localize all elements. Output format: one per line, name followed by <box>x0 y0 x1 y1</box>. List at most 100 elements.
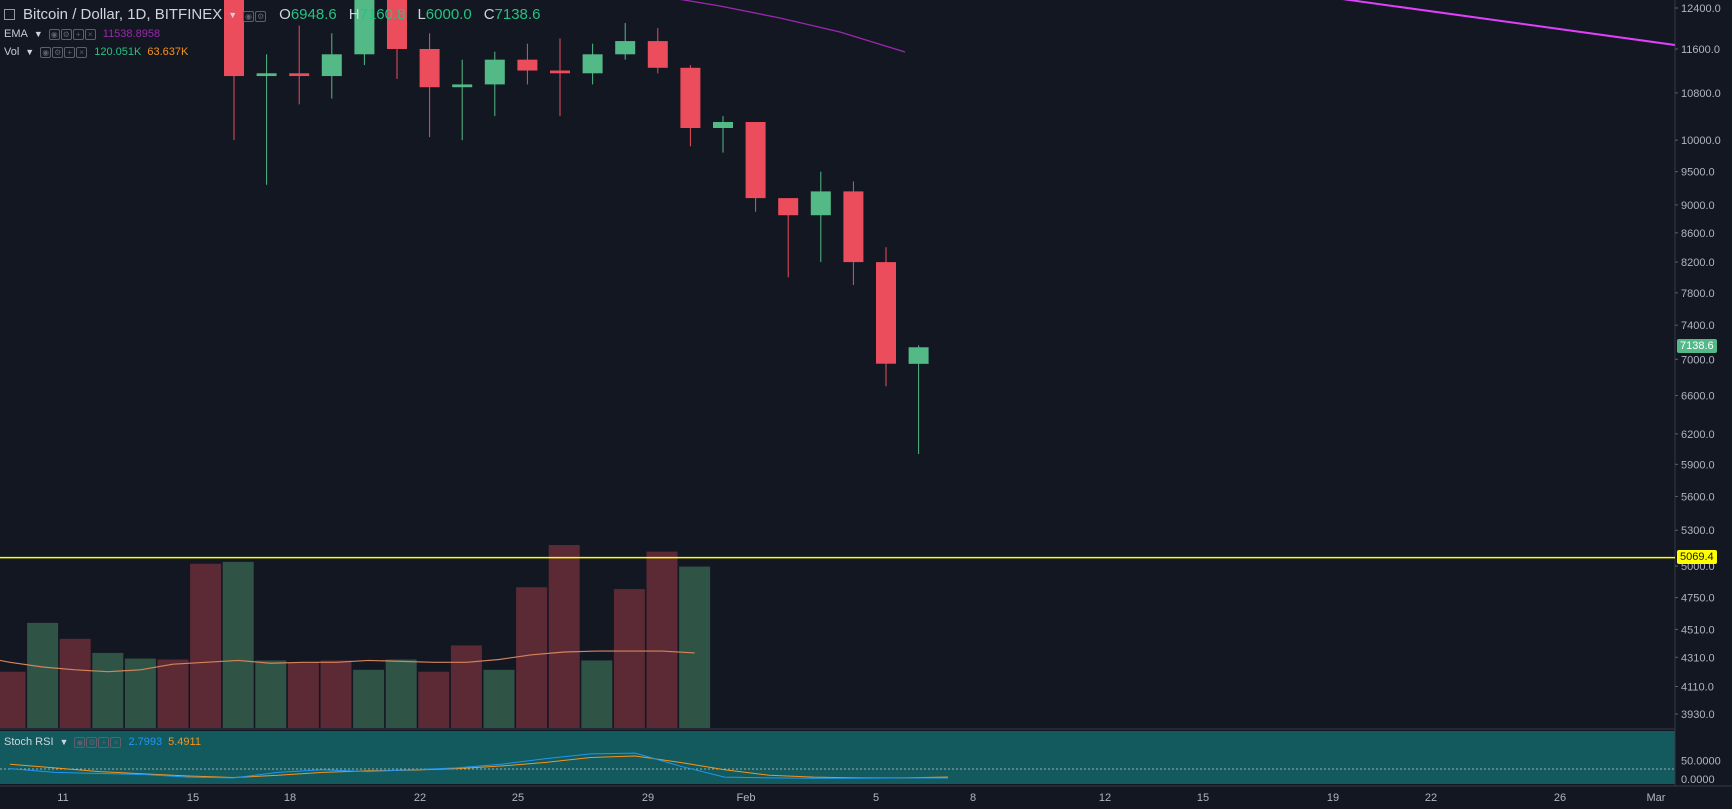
volume-ma-line <box>0 650 695 673</box>
candle-body <box>550 70 570 74</box>
price-axis-tick: 7800.0 <box>1681 288 1715 300</box>
time-axis-label: Mar <box>1647 792 1666 804</box>
stoch-add-icon[interactable]: + <box>98 737 110 748</box>
candle-body <box>680 67 701 129</box>
time-axis-label: 11 <box>57 792 68 804</box>
price-axis-tick: 3930.0 <box>1681 709 1715 721</box>
stoch-dropdown-icon[interactable]: ▼ <box>59 737 69 747</box>
stoch-settings-icon[interactable]: ⚙ <box>86 737 98 748</box>
ema-legend: EMA ▼ ◉ ⚙ + × 11538.8958 <box>4 28 160 40</box>
price-axis-tick: 5600.0 <box>1681 491 1715 503</box>
candle-body <box>224 0 244 77</box>
time-axis-label: 12 <box>1099 792 1111 804</box>
vol-legend: Vol ▼ ◉ ⚙ + × 120.051K 63.637K <box>4 46 188 58</box>
time-axis-label: 26 <box>1554 792 1566 804</box>
ema-add-icon[interactable]: + <box>72 29 84 40</box>
stoch-k-value: 2.7993 <box>128 736 163 748</box>
volume-bar <box>27 622 59 728</box>
volume-bar <box>516 587 548 728</box>
volume-bar <box>353 669 385 728</box>
candle-body <box>321 54 342 77</box>
candle-body <box>647 41 668 68</box>
time-axis-label: 15 <box>187 792 199 804</box>
ema-visibility-icon[interactable]: ◉ <box>48 29 60 40</box>
price-axis-tick: 7000.0 <box>1681 354 1715 366</box>
price-axis-tick: 9500.0 <box>1681 167 1715 179</box>
price-axis-tick: 8200.0 <box>1681 257 1715 269</box>
volume-bar <box>59 638 91 728</box>
vol-value-1: 120.051K <box>94 46 142 58</box>
candle-body <box>419 48 440 88</box>
price-axis-tick: 6200.0 <box>1681 429 1715 441</box>
volume-bar <box>255 660 287 728</box>
candle-body <box>778 198 799 216</box>
stoch-label[interactable]: Stoch RSI <box>4 736 54 748</box>
time-axis-label: 25 <box>512 792 524 804</box>
price-axis-tick: 5300.0 <box>1681 525 1715 537</box>
candle-body <box>484 59 505 85</box>
time-axis-label: 19 <box>1327 792 1339 804</box>
price-axis-tick: 10000.0 <box>1681 135 1721 147</box>
visibility-icon[interactable]: ◉ <box>243 11 255 22</box>
stoch-k-line <box>9 752 948 779</box>
candle-body <box>387 0 407 49</box>
stoch-visibility-icon[interactable]: ◉ <box>74 737 86 748</box>
price-axis-tick: 9000.0 <box>1681 200 1715 212</box>
price-axis-tick: 4750.0 <box>1681 593 1715 605</box>
stoch-axis-tick: 0.0000 <box>1681 774 1715 786</box>
vol-settings-icon[interactable]: ⚙ <box>52 47 64 58</box>
collapse-toggle-icon[interactable] <box>4 9 15 20</box>
volume-bar <box>646 551 678 728</box>
vol-add-icon[interactable]: + <box>64 47 76 58</box>
ema-value: 11538.8958 <box>102 28 161 40</box>
ema-line <box>680 0 906 53</box>
volume-bar <box>581 660 613 728</box>
price-axis-tick: 4110.0 <box>1681 681 1714 693</box>
volume-bar <box>157 659 189 728</box>
volume-bar <box>418 671 450 728</box>
candle-body <box>256 73 277 77</box>
candle-body <box>582 54 603 74</box>
price-axis-tick: 12400.0 <box>1681 3 1721 15</box>
symbol-dropdown-icon[interactable]: ▼ <box>228 9 238 20</box>
stoch-d-value: 5.4911 <box>168 736 201 748</box>
time-axis-label: 22 <box>414 792 426 804</box>
symbol-legend: Bitcoin / Dollar, 1D, BITFINEX ▼ ◉ ⚙ O694… <box>4 6 540 23</box>
stoch-close-icon[interactable]: × <box>110 737 122 748</box>
vol-label[interactable]: Vol <box>4 46 20 58</box>
volume-bar <box>679 566 711 728</box>
volume-bar <box>222 561 254 728</box>
high-key: H <box>348 6 360 23</box>
time-axis-label: 15 <box>1197 792 1209 804</box>
ema-label[interactable]: EMA <box>4 28 28 40</box>
vol-visibility-icon[interactable]: ◉ <box>40 47 52 58</box>
ema-settings-icon[interactable]: ⚙ <box>60 29 72 40</box>
volume-bar <box>548 545 580 728</box>
trend-line <box>1342 0 1676 46</box>
candle-body <box>452 84 473 88</box>
volume-bar <box>320 660 352 728</box>
candle-body <box>713 122 733 129</box>
stoch-axis-tick: 50.0000 <box>1681 756 1721 768</box>
time-axis-label: 8 <box>970 792 976 804</box>
vol-dropdown-icon[interactable]: ▼ <box>25 47 35 57</box>
close-key: C <box>483 6 495 23</box>
open-key: O <box>279 6 291 23</box>
candle-body <box>810 191 831 216</box>
symbol-title[interactable]: Bitcoin / Dollar, 1D, BITFINEX <box>23 6 223 23</box>
close-value: 7138.6 <box>494 6 541 23</box>
low-key: L <box>417 6 426 23</box>
time-axis-label: Feb <box>737 792 756 804</box>
low-value: 6000.0 <box>425 6 472 23</box>
candle-body <box>843 191 864 263</box>
volume-bar <box>124 658 156 728</box>
ema-close-icon[interactable]: × <box>84 29 96 40</box>
price-axis-tick: 4310.0 <box>1681 652 1715 664</box>
ema-dropdown-icon[interactable]: ▼ <box>33 29 43 39</box>
vol-close-icon[interactable]: × <box>76 47 88 58</box>
current-price-tag: 7138.6 <box>1677 339 1717 353</box>
price-axis-tick: 7400.0 <box>1681 320 1715 332</box>
settings-icon[interactable]: ⚙ <box>255 11 267 22</box>
price-axis-tick: 11600.0 <box>1681 44 1720 56</box>
